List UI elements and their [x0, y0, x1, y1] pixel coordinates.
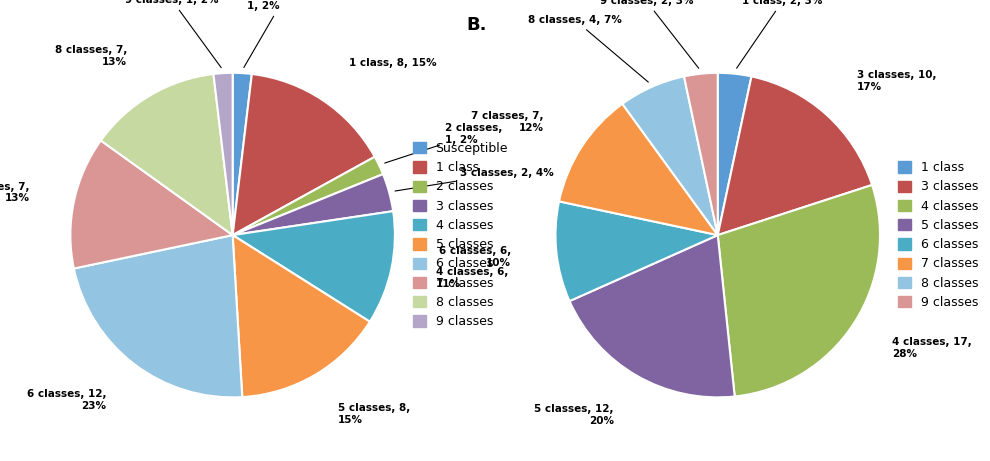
Text: 5 classes, 8,
15%: 5 classes, 8, 15%: [339, 403, 411, 425]
Text: B.: B.: [466, 16, 487, 34]
Text: 7 classes, 7,
13%: 7 classes, 7, 13%: [0, 182, 30, 203]
Wedge shape: [233, 235, 370, 397]
Legend: 1 class, 3 classes, 4 classes, 5 classes, 6 classes, 7 classes, 8 classes, 9 cla: 1 class, 3 classes, 4 classes, 5 classes…: [894, 158, 982, 313]
Wedge shape: [718, 77, 872, 235]
Wedge shape: [101, 74, 233, 235]
Wedge shape: [559, 104, 718, 235]
Legend: Susceptible, 1 class, 2 classes, 3 classes, 4 classes, 5 classes, 6 classes, 7 c: Susceptible, 1 class, 2 classes, 3 class…: [409, 138, 512, 332]
Wedge shape: [233, 157, 383, 235]
Wedge shape: [555, 201, 718, 301]
Wedge shape: [70, 141, 233, 269]
Wedge shape: [233, 211, 395, 322]
Text: 7 classes, 7,
12%: 7 classes, 7, 12%: [471, 111, 544, 133]
Text: 1 class, 2, 3%: 1 class, 2, 3%: [737, 0, 823, 68]
Wedge shape: [74, 235, 243, 397]
Wedge shape: [214, 73, 233, 235]
Text: 5 classes, 12,
20%: 5 classes, 12, 20%: [535, 404, 614, 426]
Text: A.: A.: [0, 16, 2, 34]
Text: 8 classes, 4, 7%: 8 classes, 4, 7%: [529, 15, 648, 82]
Wedge shape: [233, 74, 375, 235]
Text: 9 classes, 1, 2%: 9 classes, 1, 2%: [125, 0, 221, 68]
Text: 6 classes, 6,
10%: 6 classes, 6, 10%: [439, 246, 511, 268]
Text: 1 class, 8, 15%: 1 class, 8, 15%: [348, 58, 437, 68]
Text: 2 classes,
1, 2%: 2 classes, 1, 2%: [385, 123, 503, 163]
Wedge shape: [623, 77, 718, 235]
Text: 4 classes, 17,
28%: 4 classes, 17, 28%: [892, 337, 972, 359]
Wedge shape: [233, 174, 393, 235]
Text: 4 classes, 6,
11%: 4 classes, 6, 11%: [436, 267, 508, 289]
Wedge shape: [718, 73, 751, 235]
Wedge shape: [233, 73, 251, 235]
Wedge shape: [569, 235, 735, 397]
Text: 3 classes, 2, 4%: 3 classes, 2, 4%: [395, 168, 553, 191]
Wedge shape: [684, 73, 718, 235]
Text: 9 classes, 2, 3%: 9 classes, 2, 3%: [600, 0, 699, 68]
Text: 6 classes, 12,
23%: 6 classes, 12, 23%: [27, 390, 107, 411]
Wedge shape: [718, 185, 880, 396]
Text: 3 classes, 10,
17%: 3 classes, 10, 17%: [856, 70, 937, 92]
Text: Susceptible,
1, 2%: Susceptible, 1, 2%: [244, 0, 320, 67]
Text: 8 classes, 7,
13%: 8 classes, 7, 13%: [54, 46, 127, 67]
